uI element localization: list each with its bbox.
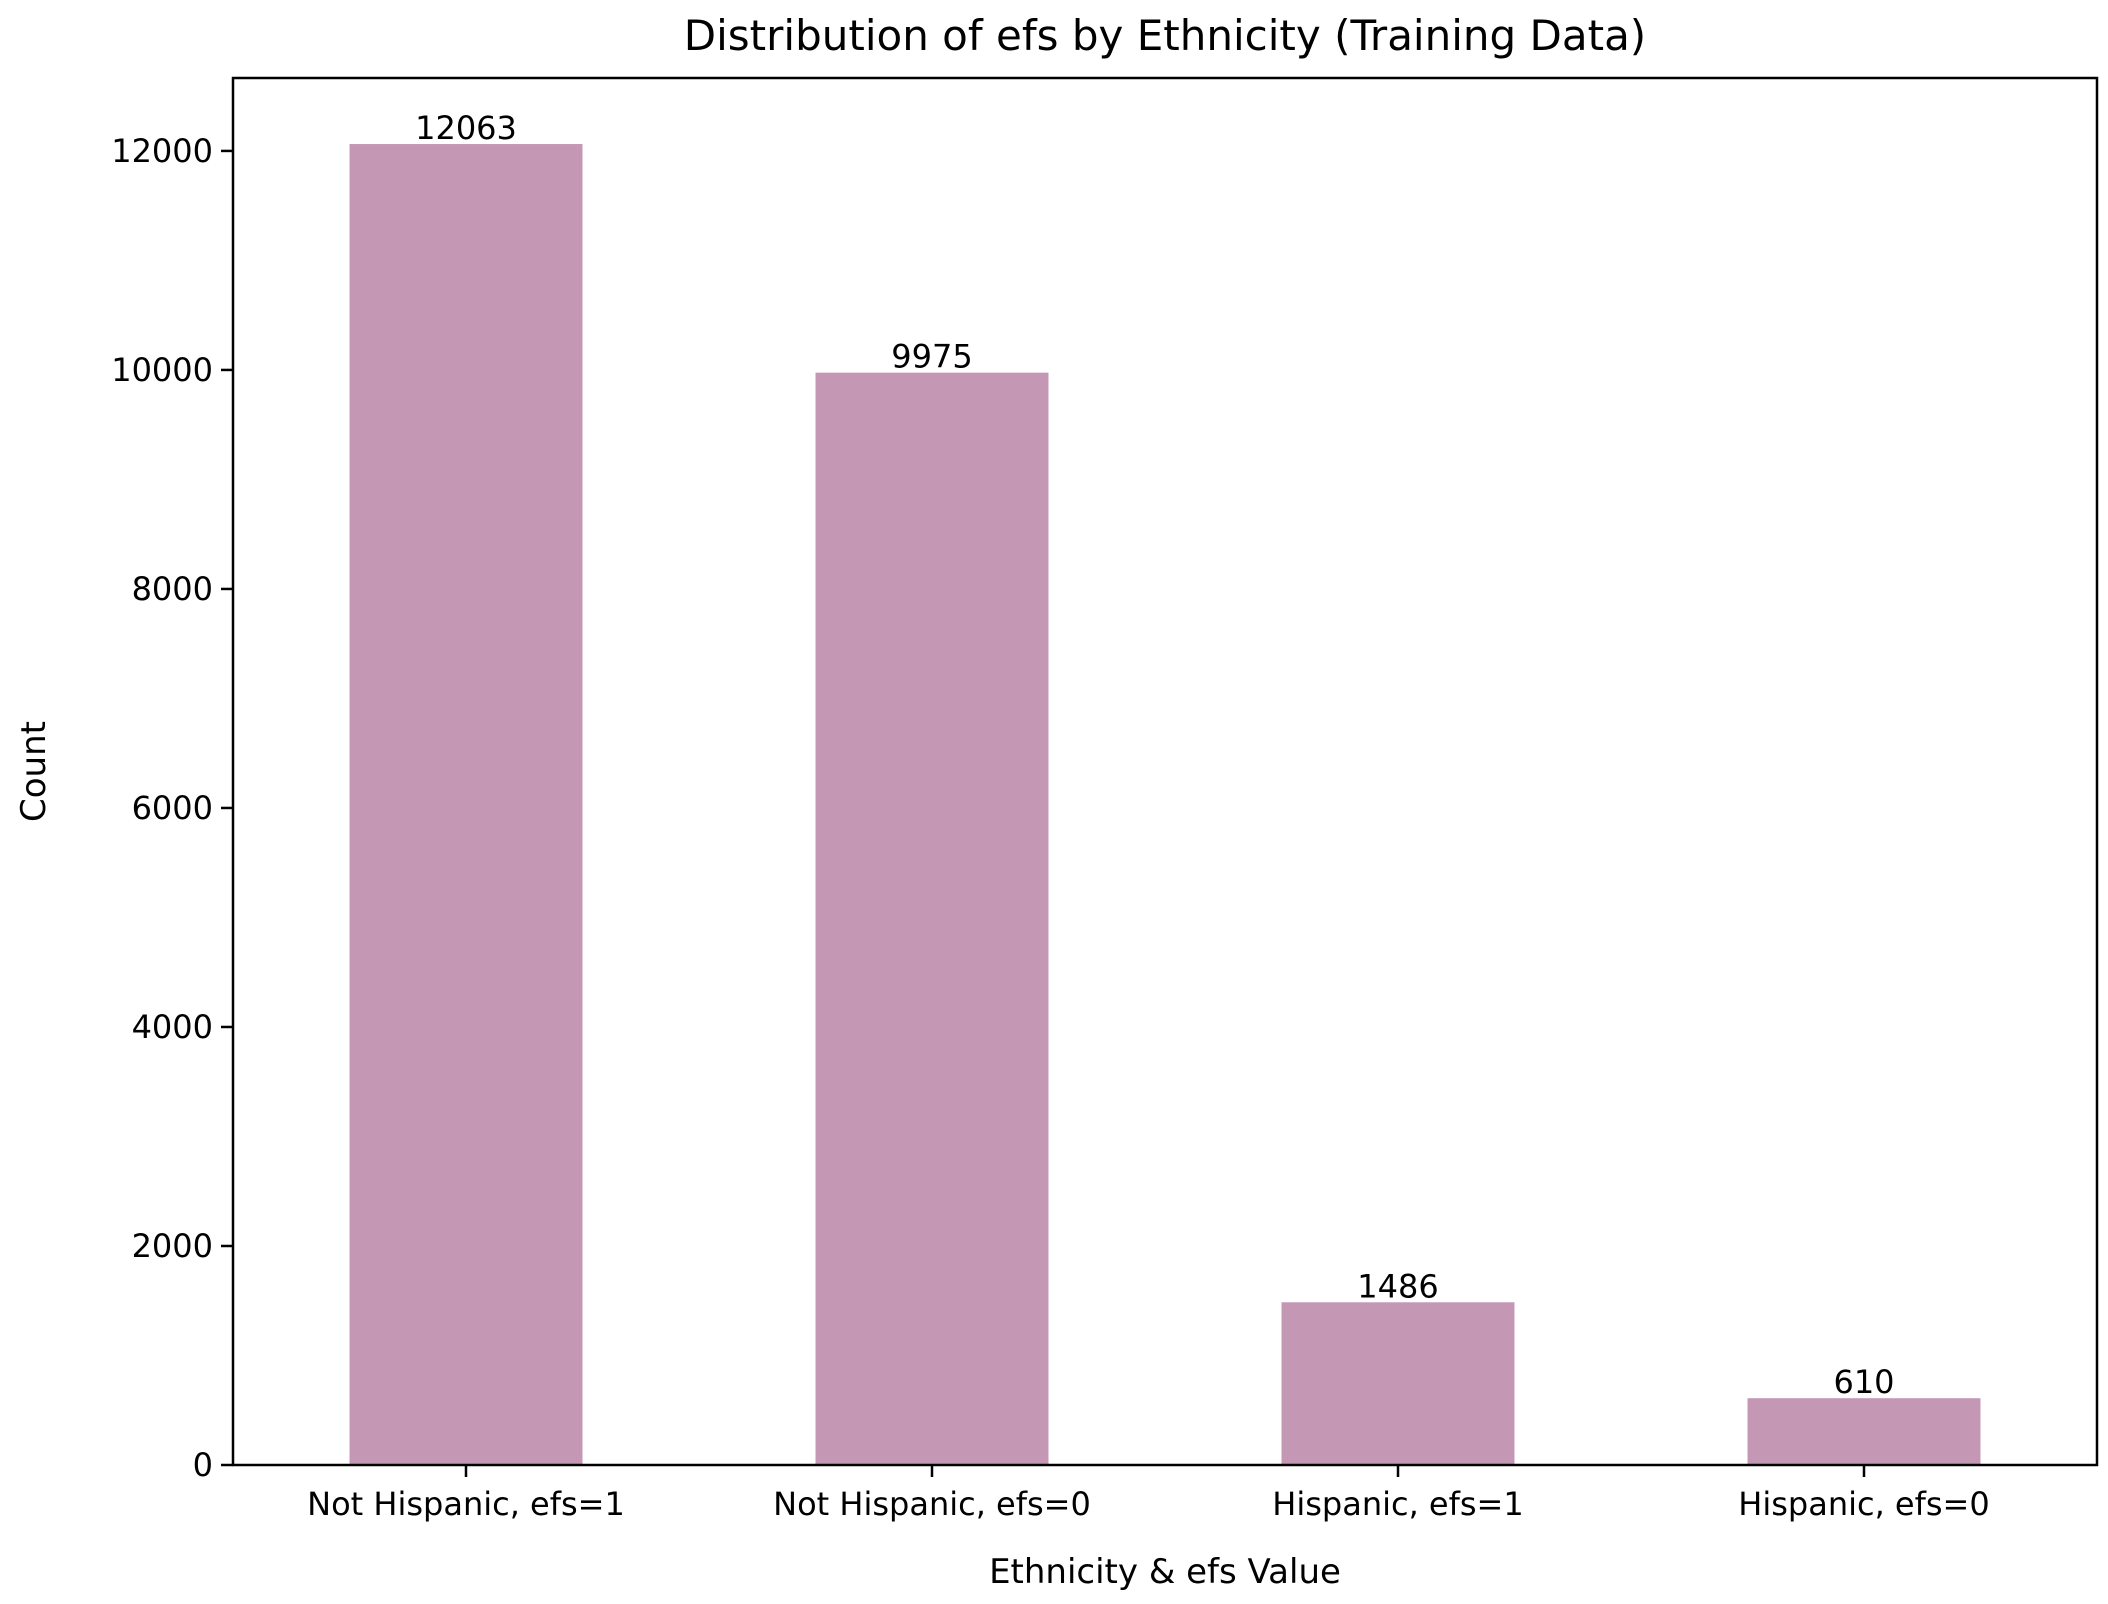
bar-value-label: 610 xyxy=(1833,1363,1894,1401)
y-tick-label: 10000 xyxy=(111,351,213,389)
bar-value-label: 12063 xyxy=(415,109,517,147)
bar xyxy=(815,372,1049,1465)
y-tick-label: 12000 xyxy=(111,132,213,170)
y-tick-label: 8000 xyxy=(132,570,213,608)
x-tick-label: Hispanic, efs=1 xyxy=(1272,1485,1523,1523)
bar-value-label: 1486 xyxy=(1357,1267,1438,1305)
y-axis-label: Count xyxy=(14,721,54,822)
plot-frame xyxy=(231,76,2099,1467)
x-tick-label: Not Hispanic, efs=1 xyxy=(307,1485,625,1523)
x-axis-label: Ethnicity & efs Value xyxy=(989,1552,1341,1592)
bar xyxy=(1281,1302,1515,1465)
bar-value-label: 9975 xyxy=(891,338,972,376)
bar xyxy=(1747,1398,1981,1465)
y-axis: 0 2000 4000 6000 8000 10000 12000 xyxy=(111,132,233,1484)
bars-layer xyxy=(349,144,1981,1465)
x-tick-label: Not Hispanic, efs=0 xyxy=(773,1485,1091,1523)
x-tick-label: Hispanic, efs=0 xyxy=(1738,1485,1989,1523)
bar xyxy=(349,144,583,1465)
y-tick-label: 2000 xyxy=(132,1227,213,1265)
y-tick-label: 4000 xyxy=(132,1008,213,1046)
data-labels-layer: 12063 9975 1486 610 xyxy=(415,109,1894,1401)
y-tick-label: 6000 xyxy=(132,789,213,827)
x-axis: Not Hispanic, efs=1 Not Hispanic, efs=0 Hi… xyxy=(307,1465,1990,1523)
chart-title: Distribution of efs by Ethnicity (Traini… xyxy=(684,11,1646,60)
y-tick-label: 0 xyxy=(193,1446,213,1484)
